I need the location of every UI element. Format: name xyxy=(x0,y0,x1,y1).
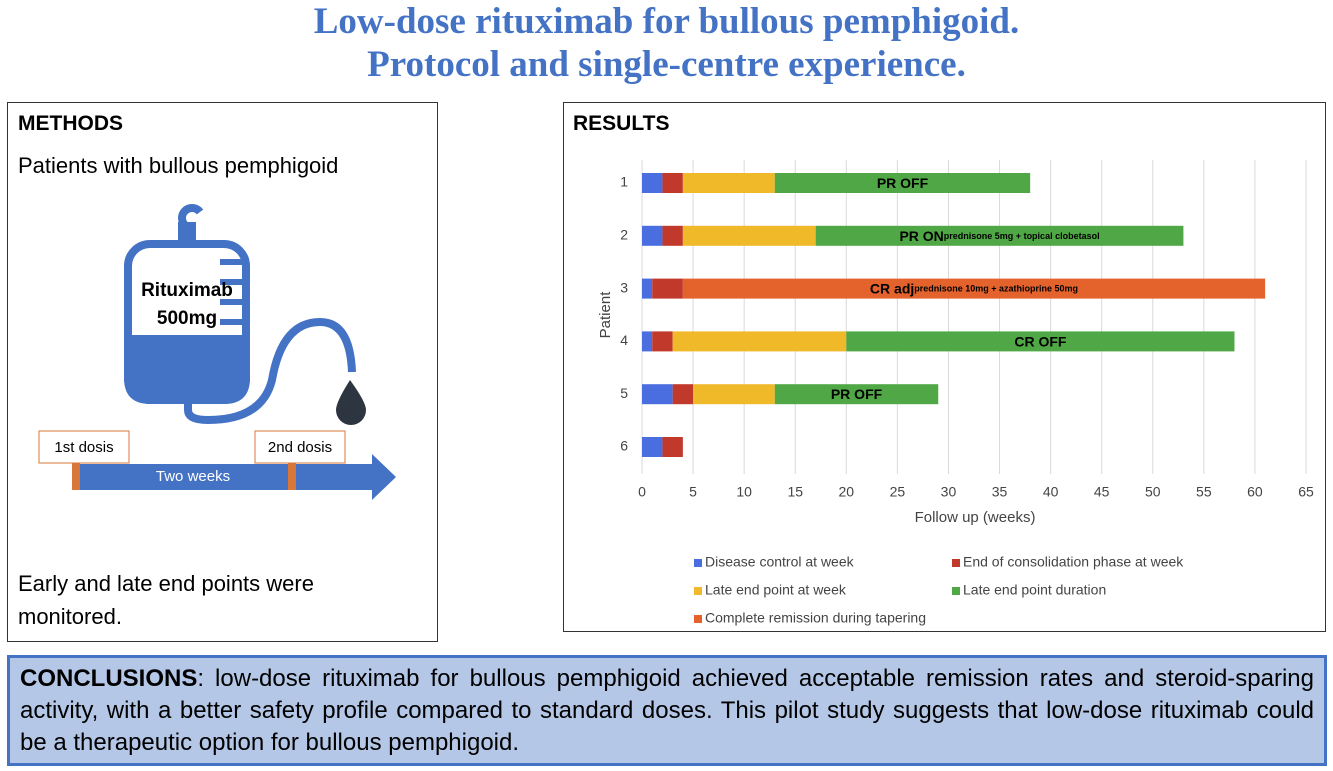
bar-segment xyxy=(846,331,1235,352)
results-title: RESULTS xyxy=(573,112,670,135)
methods-intro: Patients with bullous pemphigoid xyxy=(18,153,339,178)
y-tick-label: 5 xyxy=(620,385,628,401)
bar-label-main: PR OFF xyxy=(877,175,929,191)
legend-label: Disease control at week xyxy=(705,554,855,570)
x-tick-label: 20 xyxy=(839,484,855,500)
bar-segment xyxy=(672,384,694,405)
x-tick-label: 0 xyxy=(638,484,646,500)
x-tick-label: 5 xyxy=(689,484,697,500)
x-tick-label: 55 xyxy=(1196,484,1212,500)
bar-segment xyxy=(682,173,775,193)
bar-segment xyxy=(642,437,663,457)
iv-drawing: Rituximab 500mg Two weeks 1st dosis 2nd … xyxy=(38,204,396,500)
results-panel xyxy=(563,102,1326,632)
legend-swatch xyxy=(952,587,960,595)
drug-label: Rituximab xyxy=(141,280,233,301)
bar-segment xyxy=(774,384,939,405)
methods-title: METHODS xyxy=(18,112,123,135)
legend-label: End of consolidation phase at week xyxy=(963,554,1184,570)
drop xyxy=(336,380,366,425)
bar-segment xyxy=(774,173,1031,193)
bag-fill xyxy=(124,335,250,404)
legend-swatch xyxy=(952,559,960,567)
legend-swatch xyxy=(694,615,702,623)
bar-segment xyxy=(652,278,683,299)
title-line: Low-dose rituximab for bullous pemphigoi… xyxy=(313,1,1020,42)
bar-segment xyxy=(662,173,683,193)
x-tick-label: 65 xyxy=(1298,484,1314,500)
title-line: Protocol and single-centre experience. xyxy=(367,44,966,85)
x-tick-label: 50 xyxy=(1145,484,1161,500)
legend-label: Late end point duration xyxy=(963,582,1106,598)
bar-segment xyxy=(662,437,683,457)
y-tick-label: 3 xyxy=(620,279,628,295)
y-tick-label: 1 xyxy=(620,174,628,190)
dose-label: 1st dosis xyxy=(54,439,113,456)
y-tick-label: 2 xyxy=(620,227,628,243)
bar-label-main: PR OFF xyxy=(831,386,883,402)
conclusions: CONCLUSIONS: low-dose rituximab for bull… xyxy=(7,655,1327,766)
bar-label-main: CR OFF xyxy=(1014,333,1067,349)
bar-segment xyxy=(642,278,653,299)
bar-segment xyxy=(642,331,653,352)
bar-segment xyxy=(642,225,663,246)
bar-segment xyxy=(642,384,673,405)
x-tick-label: 35 xyxy=(992,484,1008,500)
timeline-arrow xyxy=(76,454,396,500)
x-tick-label: 25 xyxy=(890,484,906,500)
conclusions-text: : low-dose rituximab for bullous pemphig… xyxy=(20,665,1314,756)
bar-segment xyxy=(672,331,847,352)
legend-swatch xyxy=(694,559,702,567)
legend-label: Late end point at week xyxy=(705,582,847,598)
legend-label: Complete remission during tapering xyxy=(705,610,926,626)
bar-label-detail: prednisone 5mg + topical clobetasol xyxy=(944,231,1100,241)
bar-label: PR ONprednisone 5mg + topical clobetasol xyxy=(899,228,1099,244)
x-tick-label: 45 xyxy=(1094,484,1110,500)
bar-segment xyxy=(682,225,816,246)
dose-marker xyxy=(288,458,296,490)
bar-label-detail: prednisone 10mg + azathioprine 50mg xyxy=(914,284,1078,294)
dose-marker xyxy=(72,458,80,490)
bar-segment xyxy=(682,278,1266,299)
legend-swatch xyxy=(694,587,702,595)
bar-segment xyxy=(662,225,683,246)
dose-box xyxy=(254,430,346,464)
bar-segment xyxy=(652,331,673,352)
y-tick-label: 6 xyxy=(620,438,628,454)
x-tick-label: 15 xyxy=(787,484,803,500)
bar-label: PR OFF xyxy=(831,386,883,402)
bar-label: PR OFF xyxy=(877,175,929,191)
x-tick-label: 40 xyxy=(1043,484,1059,500)
bag-marks xyxy=(220,259,246,325)
dose-label: 2nd dosis xyxy=(268,439,332,456)
methods-panel xyxy=(7,102,438,642)
bar-segment xyxy=(693,384,775,405)
y-tick-label: 4 xyxy=(620,332,628,348)
tube xyxy=(184,317,356,425)
x-tick-label: 60 xyxy=(1247,484,1263,500)
methods-footer: Early and late end points were monitored… xyxy=(18,571,314,629)
dose-box xyxy=(38,430,130,464)
bar-segment xyxy=(642,173,663,193)
x-tick-label: 10 xyxy=(736,484,752,500)
bar-label-main: CR adj xyxy=(870,280,914,296)
x-axis-title: Follow up (weeks) xyxy=(915,509,1036,526)
bar-segment xyxy=(815,225,1184,246)
bar-label: CR adjprednisone 10mg + azathioprine 50m… xyxy=(870,280,1078,296)
conclusions-label: CONCLUSIONS xyxy=(20,665,198,692)
x-tick-label: 30 xyxy=(941,484,957,500)
drug-label: 500mg xyxy=(157,308,217,329)
bag-neck xyxy=(178,222,196,244)
interval-label: Two weeks xyxy=(156,468,230,485)
y-axis-title: Patient xyxy=(597,291,614,339)
bar-label-main: PR ON xyxy=(899,228,943,244)
bar-label: CR OFF xyxy=(1014,333,1067,349)
